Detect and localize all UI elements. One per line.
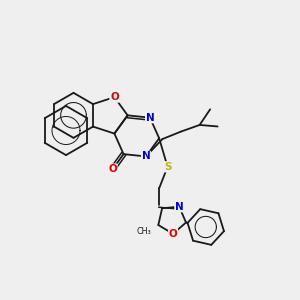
Text: S: S [164,162,171,172]
Text: O: O [110,92,119,102]
Text: N: N [146,113,154,123]
Text: N: N [175,202,184,212]
Text: N: N [142,152,150,161]
Text: O: O [108,164,117,174]
Text: CH₃: CH₃ [136,227,151,236]
Text: O: O [169,229,177,239]
